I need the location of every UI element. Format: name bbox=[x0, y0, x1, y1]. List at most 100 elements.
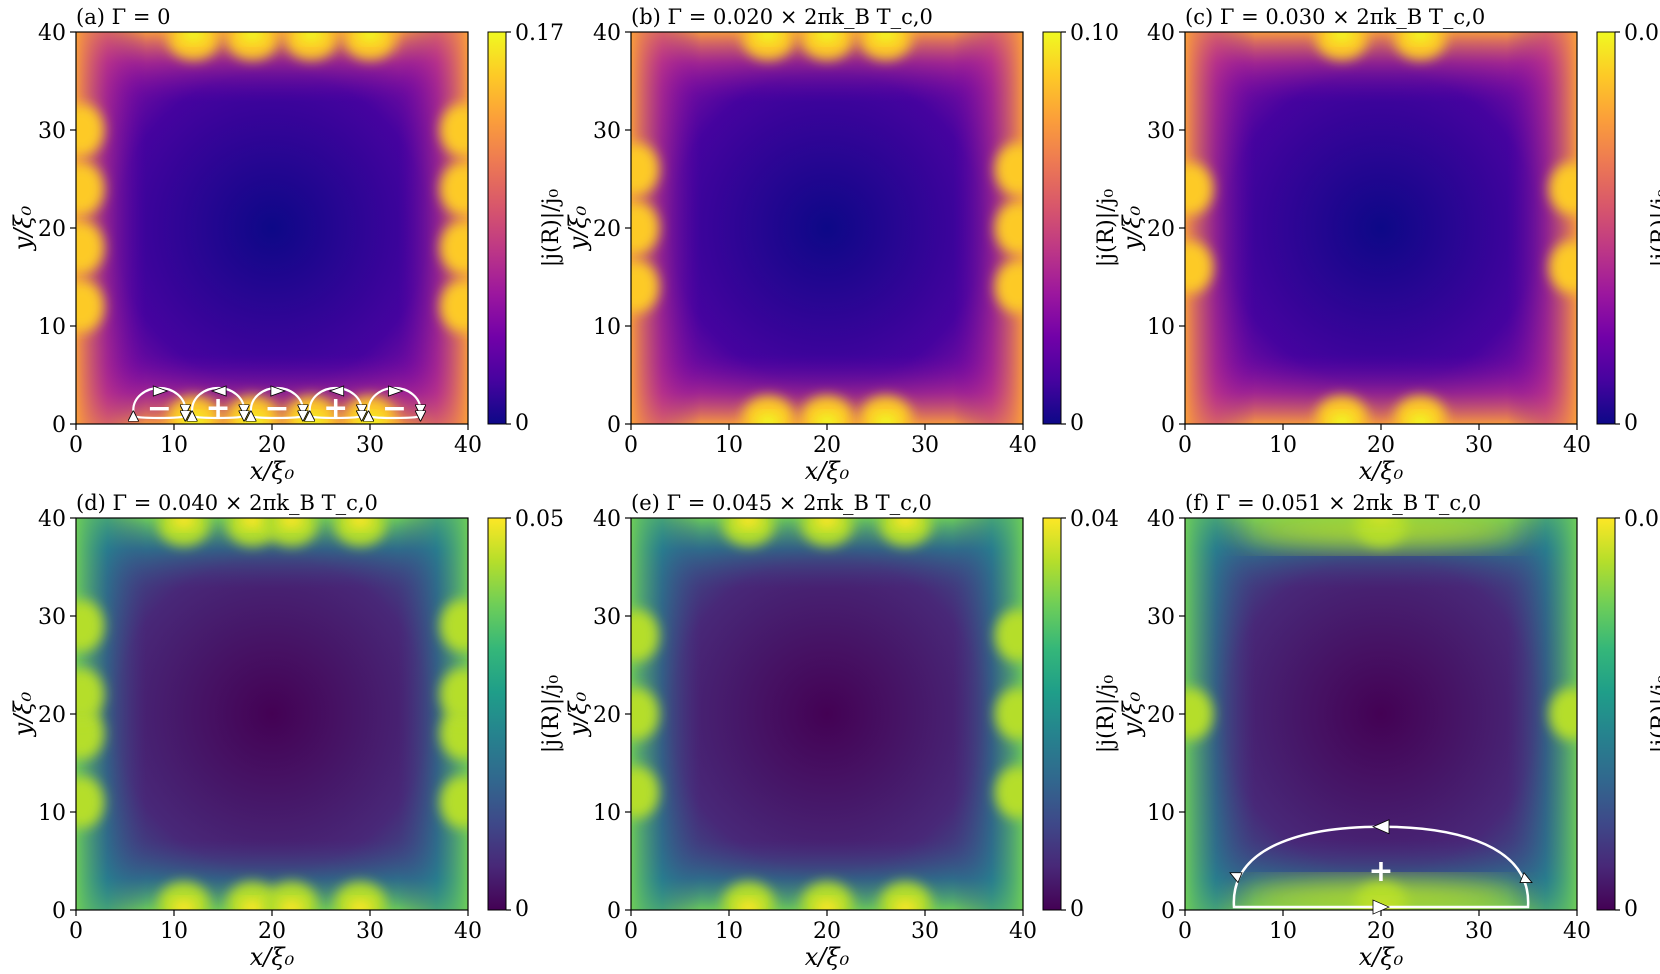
panel-title: (c) Γ = 0.030 × 2πk_B T_c,0 bbox=[1185, 5, 1485, 29]
edge-lobe-left bbox=[60, 600, 104, 652]
edge-lobe-core bbox=[756, 414, 780, 430]
colorbar-tick-label: 0.10 bbox=[1070, 21, 1119, 46]
colorbar-tick-label: 0 bbox=[1070, 411, 1084, 436]
edge-lobe-core bbox=[358, 26, 382, 42]
y-axis-label: y/ξ₀ bbox=[9, 205, 37, 251]
edge-lobe-left bbox=[60, 776, 104, 828]
colorbar-label: |j(R)|/j₀ bbox=[1648, 189, 1660, 268]
edge-lobe-right bbox=[440, 668, 484, 720]
edge-band-top bbox=[1241, 514, 1521, 546]
edge-lobe-right bbox=[995, 766, 1039, 818]
x-tick-label: 30 bbox=[911, 919, 939, 944]
colorbar-tick-label: 0 bbox=[1624, 897, 1638, 922]
x-tick-label: 10 bbox=[715, 433, 743, 458]
colorbar-label: |j(R)|/j₀ bbox=[539, 189, 564, 268]
colorbar bbox=[1597, 32, 1615, 424]
heatmap-field bbox=[615, 16, 1039, 440]
y-tick-label: 40 bbox=[1147, 507, 1175, 532]
x-tick-label: 40 bbox=[1563, 433, 1591, 458]
y-tick-label: 20 bbox=[593, 703, 621, 728]
x-tick-label: 0 bbox=[69, 919, 83, 944]
edge-lobe-left bbox=[615, 261, 659, 313]
colorbar-label: |j(R)|/j₀ bbox=[1648, 675, 1660, 754]
x-tick-label: 20 bbox=[1367, 919, 1395, 944]
x-tick-label: 10 bbox=[715, 919, 743, 944]
y-axis-label: y/ξ₀ bbox=[1118, 691, 1146, 737]
edge-lobe-left bbox=[60, 668, 104, 720]
edge-lobe-left bbox=[615, 202, 659, 254]
y-tick-label: 10 bbox=[38, 315, 66, 340]
y-tick-label: 10 bbox=[1147, 315, 1175, 340]
y-tick-label: 30 bbox=[1147, 119, 1175, 144]
colorbar-label: |j(R)|/j₀ bbox=[539, 675, 564, 754]
y-tick-label: 30 bbox=[1147, 605, 1175, 630]
panel-title: (e) Γ = 0.045 × 2πk_B T_c,0 bbox=[631, 491, 932, 515]
y-tick-label: 30 bbox=[593, 605, 621, 630]
heatmap-field bbox=[1169, 16, 1593, 440]
edge-lobe-right bbox=[440, 776, 484, 828]
x-tick-label: 30 bbox=[356, 919, 384, 944]
y-axis-label: y/ξ₀ bbox=[1118, 205, 1146, 251]
y-tick-label: 10 bbox=[593, 801, 621, 826]
heatmap-panel-f: 001010202030304040x/ξ₀y/ξ₀(f) Γ = 0.051 … bbox=[1118, 491, 1660, 971]
edge-lobe-left bbox=[60, 163, 104, 215]
colorbar-tick-label: 0.05 bbox=[515, 507, 564, 532]
x-tick-label: 20 bbox=[813, 433, 841, 458]
x-axis-label: x/ξ₀ bbox=[1359, 457, 1404, 485]
y-tick-label: 0 bbox=[1161, 413, 1175, 438]
edge-lobe-left bbox=[60, 280, 104, 332]
x-tick-label: 40 bbox=[1009, 433, 1037, 458]
y-tick-label: 40 bbox=[593, 507, 621, 532]
edge-lobe-left bbox=[60, 104, 104, 156]
edge-lobe-right bbox=[440, 222, 484, 274]
y-tick-label: 10 bbox=[1147, 801, 1175, 826]
vorticity-sign: + bbox=[206, 391, 231, 426]
x-axis-label: x/ξ₀ bbox=[1359, 943, 1404, 971]
edge-lobe-right bbox=[995, 202, 1039, 254]
y-axis-label: y/ξ₀ bbox=[564, 691, 592, 737]
y-tick-label: 30 bbox=[593, 119, 621, 144]
x-tick-label: 40 bbox=[454, 433, 482, 458]
panel-title: (a) Γ = 0 bbox=[76, 5, 170, 29]
x-tick-label: 0 bbox=[1178, 433, 1192, 458]
edge-lobe-left bbox=[615, 688, 659, 740]
y-tick-label: 20 bbox=[1147, 703, 1175, 728]
heatmap-field bbox=[615, 502, 1039, 926]
vorticity-sign: − bbox=[382, 391, 407, 426]
x-tick-label: 0 bbox=[1178, 919, 1192, 944]
colorbar-tick-label: 0 bbox=[1624, 411, 1638, 436]
y-tick-label: 40 bbox=[593, 21, 621, 46]
edge-lobe-right bbox=[995, 261, 1039, 313]
heatmap-panel-b: 001010202030304040x/ξ₀y/ξ₀(b) Γ = 0.020 … bbox=[564, 5, 1119, 485]
x-tick-label: 30 bbox=[1465, 919, 1493, 944]
edge-lobe-core bbox=[280, 900, 304, 916]
edge-lobe-left bbox=[1169, 163, 1213, 215]
x-tick-label: 30 bbox=[356, 433, 384, 458]
edge-lobe-right bbox=[995, 143, 1039, 195]
y-tick-label: 30 bbox=[38, 119, 66, 144]
colorbar bbox=[488, 32, 506, 424]
x-tick-label: 10 bbox=[1269, 919, 1297, 944]
colorbar-tick-label: 0 bbox=[515, 411, 529, 436]
vorticity-sign: + bbox=[323, 391, 348, 426]
colorbar-label: |j(R)|/j₀ bbox=[1094, 675, 1119, 754]
colorbar bbox=[1597, 518, 1615, 910]
edge-lobe-left bbox=[1169, 241, 1213, 293]
edge-lobe-core bbox=[1408, 414, 1432, 430]
colorbar-tick-label: 0.08 bbox=[1624, 21, 1660, 46]
colorbar bbox=[488, 518, 506, 910]
edge-lobe-right bbox=[995, 610, 1039, 662]
y-tick-label: 0 bbox=[52, 899, 66, 924]
colorbar-tick-label: 0 bbox=[515, 897, 529, 922]
x-tick-label: 0 bbox=[69, 433, 83, 458]
edge-lobe-left bbox=[60, 222, 104, 274]
edge-lobe-right bbox=[440, 280, 484, 332]
edge-lobe-core bbox=[172, 900, 196, 916]
x-tick-label: 10 bbox=[1269, 433, 1297, 458]
heatmap-panel-e: 001010202030304040x/ξ₀y/ξ₀(e) Γ = 0.045 … bbox=[564, 491, 1119, 971]
edge-lobe-right bbox=[995, 688, 1039, 740]
edge-lobe-right bbox=[440, 104, 484, 156]
y-axis-label: y/ξ₀ bbox=[564, 205, 592, 251]
